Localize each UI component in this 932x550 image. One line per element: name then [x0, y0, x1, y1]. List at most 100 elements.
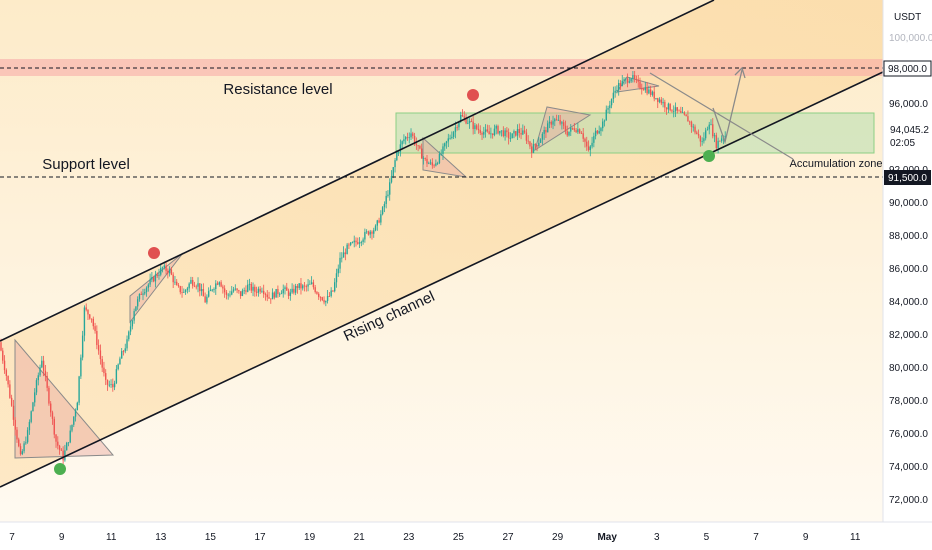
candle-body [87, 309, 89, 315]
candle-body [577, 129, 579, 133]
candle-body [486, 129, 489, 132]
candle-body [381, 207, 384, 215]
candle-body [81, 335, 84, 358]
candle-body [105, 373, 107, 380]
candle-body [357, 242, 359, 244]
candle-body [481, 132, 483, 135]
candle-body [520, 132, 522, 135]
candle-body [115, 369, 118, 384]
candle-body [415, 143, 418, 146]
candle-body [207, 291, 210, 297]
candle-body [293, 288, 295, 293]
candle-body [570, 127, 572, 132]
time-tick-label: 27 [502, 532, 514, 543]
time-tick-label: 23 [403, 532, 415, 543]
candle-body [325, 300, 327, 303]
candle-body [394, 160, 396, 168]
candle-body [119, 358, 121, 365]
candle-body [193, 285, 196, 287]
support-price-tag: 91,500.0 [884, 170, 931, 185]
candle-body [113, 383, 116, 388]
candle-body [42, 360, 45, 371]
candle-body [128, 331, 130, 340]
candle-body [683, 112, 686, 115]
candle-body [667, 103, 670, 110]
candle-body [706, 129, 709, 131]
marker-low-1 [54, 463, 66, 475]
price-axis-panel[interactable] [883, 0, 932, 522]
candle-body [539, 139, 542, 143]
candle-body [635, 78, 638, 80]
channel-upper-line [0, 0, 715, 342]
candle-body [474, 125, 476, 130]
candle-body [584, 138, 586, 142]
candle-body [64, 450, 66, 461]
candle-body [71, 424, 73, 431]
candle-body [410, 133, 412, 138]
candle-body [403, 139, 405, 142]
candle-body [518, 129, 520, 133]
candle-body [261, 290, 263, 292]
price-tick-label: 80,000.0 [889, 363, 928, 374]
candle-body [358, 242, 361, 244]
candle-body [62, 450, 64, 461]
candle-body [136, 299, 139, 307]
candle-body [307, 284, 309, 287]
candle-body [644, 87, 647, 91]
candle-body [206, 296, 208, 303]
candle-body [78, 376, 80, 403]
candle-body [351, 242, 354, 244]
candle-body [188, 283, 190, 289]
time-tick-label: 19 [304, 532, 316, 543]
candle-body [60, 449, 63, 451]
candle-body [342, 252, 345, 258]
candle-body [589, 146, 591, 151]
candle-body [655, 98, 657, 99]
candle-body [289, 292, 292, 296]
candle-body [506, 130, 508, 133]
candle-body [491, 133, 494, 136]
candle-body [701, 141, 703, 143]
price-tick-label: 88,000.0 [889, 231, 928, 242]
time-axis-panel[interactable] [0, 522, 932, 550]
candle-body [270, 298, 272, 300]
candle-body [472, 121, 474, 130]
candle-body [373, 230, 375, 234]
candle-body [493, 128, 496, 136]
candle-body [412, 133, 414, 136]
candle-body [101, 359, 103, 368]
candle-body [147, 284, 150, 288]
resistance-label: Resistance level [223, 81, 332, 98]
candle-body [445, 141, 448, 144]
candle-body [621, 80, 623, 86]
candle-body [215, 283, 217, 290]
candle-body [151, 277, 153, 280]
candle-body [229, 294, 231, 296]
channel-lower-line [0, 71, 884, 488]
candle-body [657, 98, 659, 102]
candle-body [586, 141, 588, 147]
candle-body [566, 131, 568, 136]
candle-body [692, 126, 694, 128]
candle-body [465, 117, 467, 124]
candle-body [456, 127, 458, 129]
candle-body [254, 286, 256, 292]
candle-body [428, 163, 430, 165]
candle-body [390, 175, 393, 183]
candle-body [436, 163, 439, 164]
countdown-text: 02:05 [890, 138, 915, 149]
candle-body [671, 110, 673, 112]
time-tick-label: 15 [205, 532, 217, 543]
candle-body [554, 119, 556, 122]
candle-body [103, 367, 105, 374]
candle-body [37, 375, 39, 381]
candle-body [651, 91, 654, 95]
candle-body [536, 145, 538, 147]
candle-body [216, 283, 219, 285]
candle-body [461, 115, 464, 117]
candle-body [241, 290, 244, 297]
candle-body [525, 132, 528, 141]
candle-body [639, 81, 641, 88]
candle-body [646, 87, 648, 94]
